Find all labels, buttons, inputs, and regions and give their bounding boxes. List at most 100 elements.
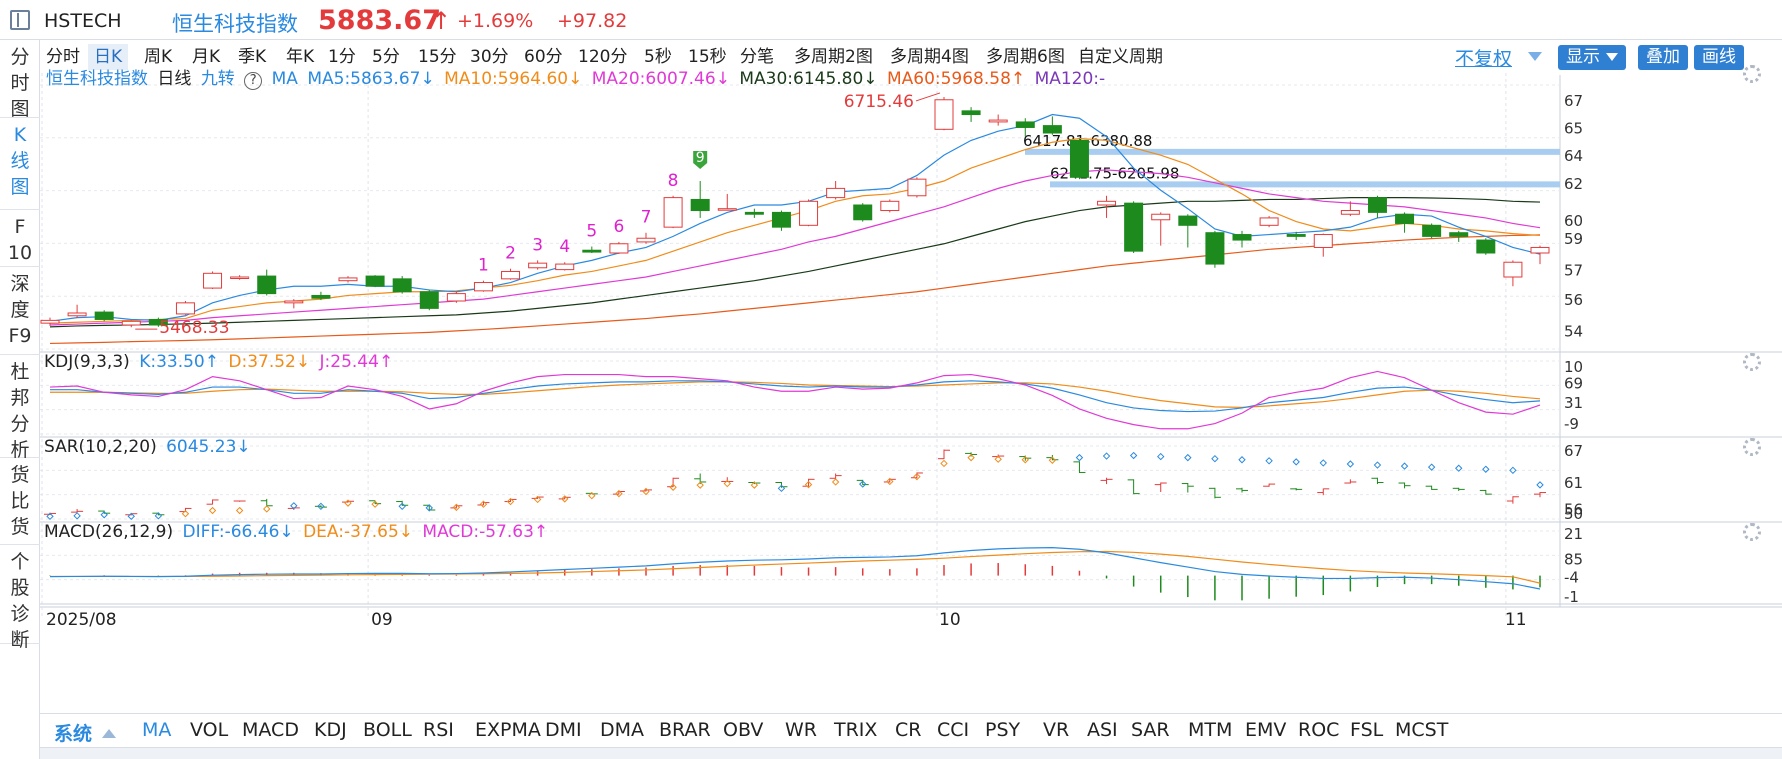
period-tab-13[interactable]: 15秒: [688, 47, 727, 67]
nine-label: 5: [586, 222, 597, 242]
candle-body: [826, 187, 846, 199]
candle-body: [582, 249, 602, 253]
indicator-tab-6[interactable]: RSI: [423, 719, 454, 741]
sar-dot: [506, 497, 515, 506]
period-tab-12[interactable]: 5秒: [644, 47, 672, 67]
macd-tick-label: 85: [1564, 550, 1583, 568]
period-tab-2[interactable]: 周K: [144, 47, 173, 67]
nine-label: 1: [478, 256, 489, 276]
kdj-k-line: [50, 380, 1541, 413]
gear-icon[interactable]: [1743, 438, 1761, 456]
indicator-tab-20[interactable]: MTM: [1188, 719, 1233, 741]
gear-icon[interactable]: [1743, 353, 1761, 371]
indicator-tab-17[interactable]: VR: [1043, 719, 1070, 741]
indicator-tab-15[interactable]: CCI: [937, 719, 970, 741]
indicator-tab-5[interactable]: BOLL: [363, 719, 412, 741]
period-tab-0[interactable]: 分时: [46, 47, 80, 67]
indicator-tab-24[interactable]: MCST: [1395, 719, 1449, 741]
period-tab-8[interactable]: 15分: [418, 47, 457, 67]
help-icon[interactable]: ?: [244, 72, 263, 90]
candle-body: [690, 198, 710, 212]
sar-dot: [777, 484, 786, 493]
indicator-tab-22[interactable]: ROC: [1298, 719, 1340, 741]
window-icon[interactable]: [10, 10, 30, 30]
indicator-tab-23[interactable]: FSL: [1350, 719, 1384, 741]
period-tab-3[interactable]: 月K: [192, 47, 221, 67]
legend-ma120: MA120:-: [1034, 69, 1106, 89]
indicator-tab-12[interactable]: WR: [785, 719, 817, 741]
legend-nine[interactable]: 九转: [200, 69, 235, 89]
candle-body: [1232, 234, 1252, 241]
price-tick-label: 65: [1564, 119, 1583, 137]
indicator-tab-7[interactable]: EXPMA: [475, 719, 541, 741]
candle-body: [419, 291, 439, 309]
period-tab-1[interactable]: 日K: [88, 44, 129, 70]
candle-body: [230, 276, 250, 279]
draw-line-button[interactable]: 画线: [1694, 45, 1744, 70]
macd-name: MACD(26,12,9): [44, 522, 174, 542]
period-tab-5[interactable]: 年K: [286, 47, 315, 67]
kdj-d-line: [50, 381, 1541, 409]
overlay-button[interactable]: 叠加: [1638, 45, 1688, 70]
left-tab-2[interactable]: F 10: [0, 210, 40, 267]
period-tab-10[interactable]: 60分: [524, 47, 563, 67]
indicator-tab-3[interactable]: MACD: [242, 719, 299, 741]
indicator-tab-14[interactable]: CR: [895, 719, 922, 741]
indicator-tab-0[interactable]: 系统: [54, 723, 93, 745]
sar-dot: [317, 502, 325, 511]
chevron-up-icon[interactable]: [102, 729, 116, 738]
kdj-tick-label: 31: [1564, 394, 1583, 412]
chevron-down-icon: [1606, 53, 1618, 61]
period-tab-4[interactable]: 季K: [238, 47, 267, 67]
left-tab-4[interactable]: 杜邦分析: [0, 355, 40, 461]
display-button[interactable]: 显示: [1558, 45, 1626, 70]
candle-body: [799, 200, 819, 226]
indicator-tab-9[interactable]: DMA: [600, 719, 645, 741]
candle-body: [1422, 224, 1442, 237]
period-tab-11[interactable]: 120分: [578, 47, 628, 67]
candle-body: [257, 275, 277, 295]
period-tab-7[interactable]: 5分: [372, 47, 400, 67]
indicator-tab-1[interactable]: MA: [142, 719, 172, 741]
period-tab-9[interactable]: 30分: [470, 47, 509, 67]
date-label: 09: [371, 610, 393, 630]
indicator-tab-11[interactable]: OBV: [723, 719, 764, 741]
candle-body: [744, 211, 764, 215]
adjust-select[interactable]: 不复权: [1455, 48, 1513, 70]
period-tab-14[interactable]: 分笔: [740, 47, 774, 67]
candle-body: [853, 204, 873, 221]
gear-icon[interactable]: [1743, 523, 1761, 541]
indicator-tab-8[interactable]: DMI: [545, 719, 582, 741]
period-tab-18[interactable]: 自定义周期: [1078, 47, 1163, 67]
sar-dot: [208, 506, 217, 515]
indicator-tab-4[interactable]: KDJ: [314, 719, 347, 741]
adjust-caret-icon[interactable]: [1528, 52, 1542, 61]
indicator-tab-13[interactable]: TRIX: [834, 719, 878, 741]
indicator-tab-19[interactable]: SAR: [1131, 719, 1170, 741]
period-tab-17[interactable]: 多周期6图: [986, 47, 1065, 67]
change-amount: +97.82: [557, 10, 628, 32]
indicator-tab-10[interactable]: BRAR: [659, 719, 711, 741]
left-tab-6[interactable]: 个股诊断: [0, 545, 40, 651]
indicator-tab-21[interactable]: EMV: [1245, 719, 1287, 741]
sar-dot: [615, 489, 623, 498]
period-tab-6[interactable]: 1分: [328, 47, 356, 67]
period-tab-15[interactable]: 多周期2图: [794, 47, 873, 67]
gear-icon[interactable]: [1743, 65, 1761, 83]
left-tab-0[interactable]: 分时图: [0, 40, 40, 120]
candle-body: [1069, 139, 1089, 178]
period-tab-16[interactable]: 多周期4图: [890, 47, 969, 67]
candle-body: [880, 200, 900, 212]
stock-name[interactable]: 恒生科技指数: [172, 12, 298, 36]
indicator-tab-2[interactable]: VOL: [190, 719, 229, 741]
kdj-k: K:33.50↑: [139, 352, 219, 372]
left-tab-5[interactable]: 货比货: [0, 458, 40, 545]
indicator-tab-16[interactable]: PSY: [985, 719, 1021, 741]
indicator-tab-18[interactable]: ASI: [1087, 719, 1118, 741]
sar-dot: [859, 480, 867, 488]
stock-code: HSTECH: [44, 10, 122, 32]
sar-dot: [561, 495, 569, 503]
left-tab-3[interactable]: 深度 F9: [0, 267, 40, 355]
kline-chart[interactable]: 6765646260595756546417.81-6380.886241.75…: [40, 65, 1782, 709]
